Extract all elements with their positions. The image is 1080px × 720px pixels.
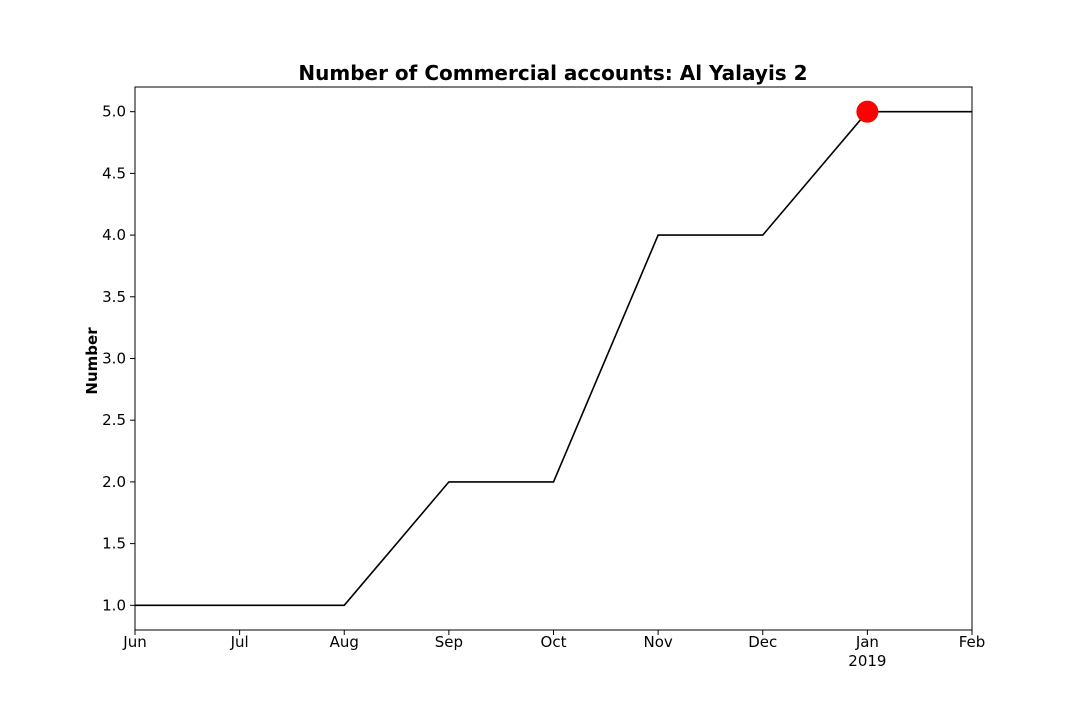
y-tick-label: 2.0: [102, 473, 126, 491]
x-tick-label: Jan: [855, 633, 879, 651]
y-tick-label: 1.0: [102, 596, 126, 614]
x-tick-label: Jun: [122, 633, 146, 651]
plot-area-frame: [134, 86, 973, 631]
x-tick-label: Sep: [435, 633, 463, 651]
y-tick-label: 1.5: [102, 535, 126, 553]
y-tick-label: 4.5: [102, 164, 126, 182]
y-tick-label: 3.5: [102, 288, 126, 306]
axis-ticks: 1.0 1.5 2.0 2.5 3.0 3.5 4.0 4.5 5.0 Jun Jul Aug Sep O…: [102, 103, 985, 670]
x-tick-label: Nov: [643, 633, 672, 651]
y-axis-label: Number: [83, 327, 101, 395]
y-tick-label: 2.5: [102, 411, 126, 429]
highlight-point: [856, 100, 879, 123]
series-line: [135, 110, 972, 607]
x-tick-label: Aug: [330, 633, 359, 651]
x-tick-label: Oct: [541, 633, 567, 651]
highlight-layer: [856, 100, 879, 123]
x-tick-sublabel: 2019: [848, 652, 886, 670]
series-layer: [135, 110, 972, 607]
y-tick-label: 4.0: [102, 226, 126, 244]
x-tick-label: Dec: [748, 633, 777, 651]
chart-title: Number of Commercial accounts: Al Yalayi…: [298, 61, 807, 85]
x-tick-label: Jul: [230, 633, 249, 651]
y-tick-label: 5.0: [102, 103, 126, 121]
y-tick-label: 3.0: [102, 350, 126, 368]
x-tick-label: Feb: [959, 633, 986, 651]
